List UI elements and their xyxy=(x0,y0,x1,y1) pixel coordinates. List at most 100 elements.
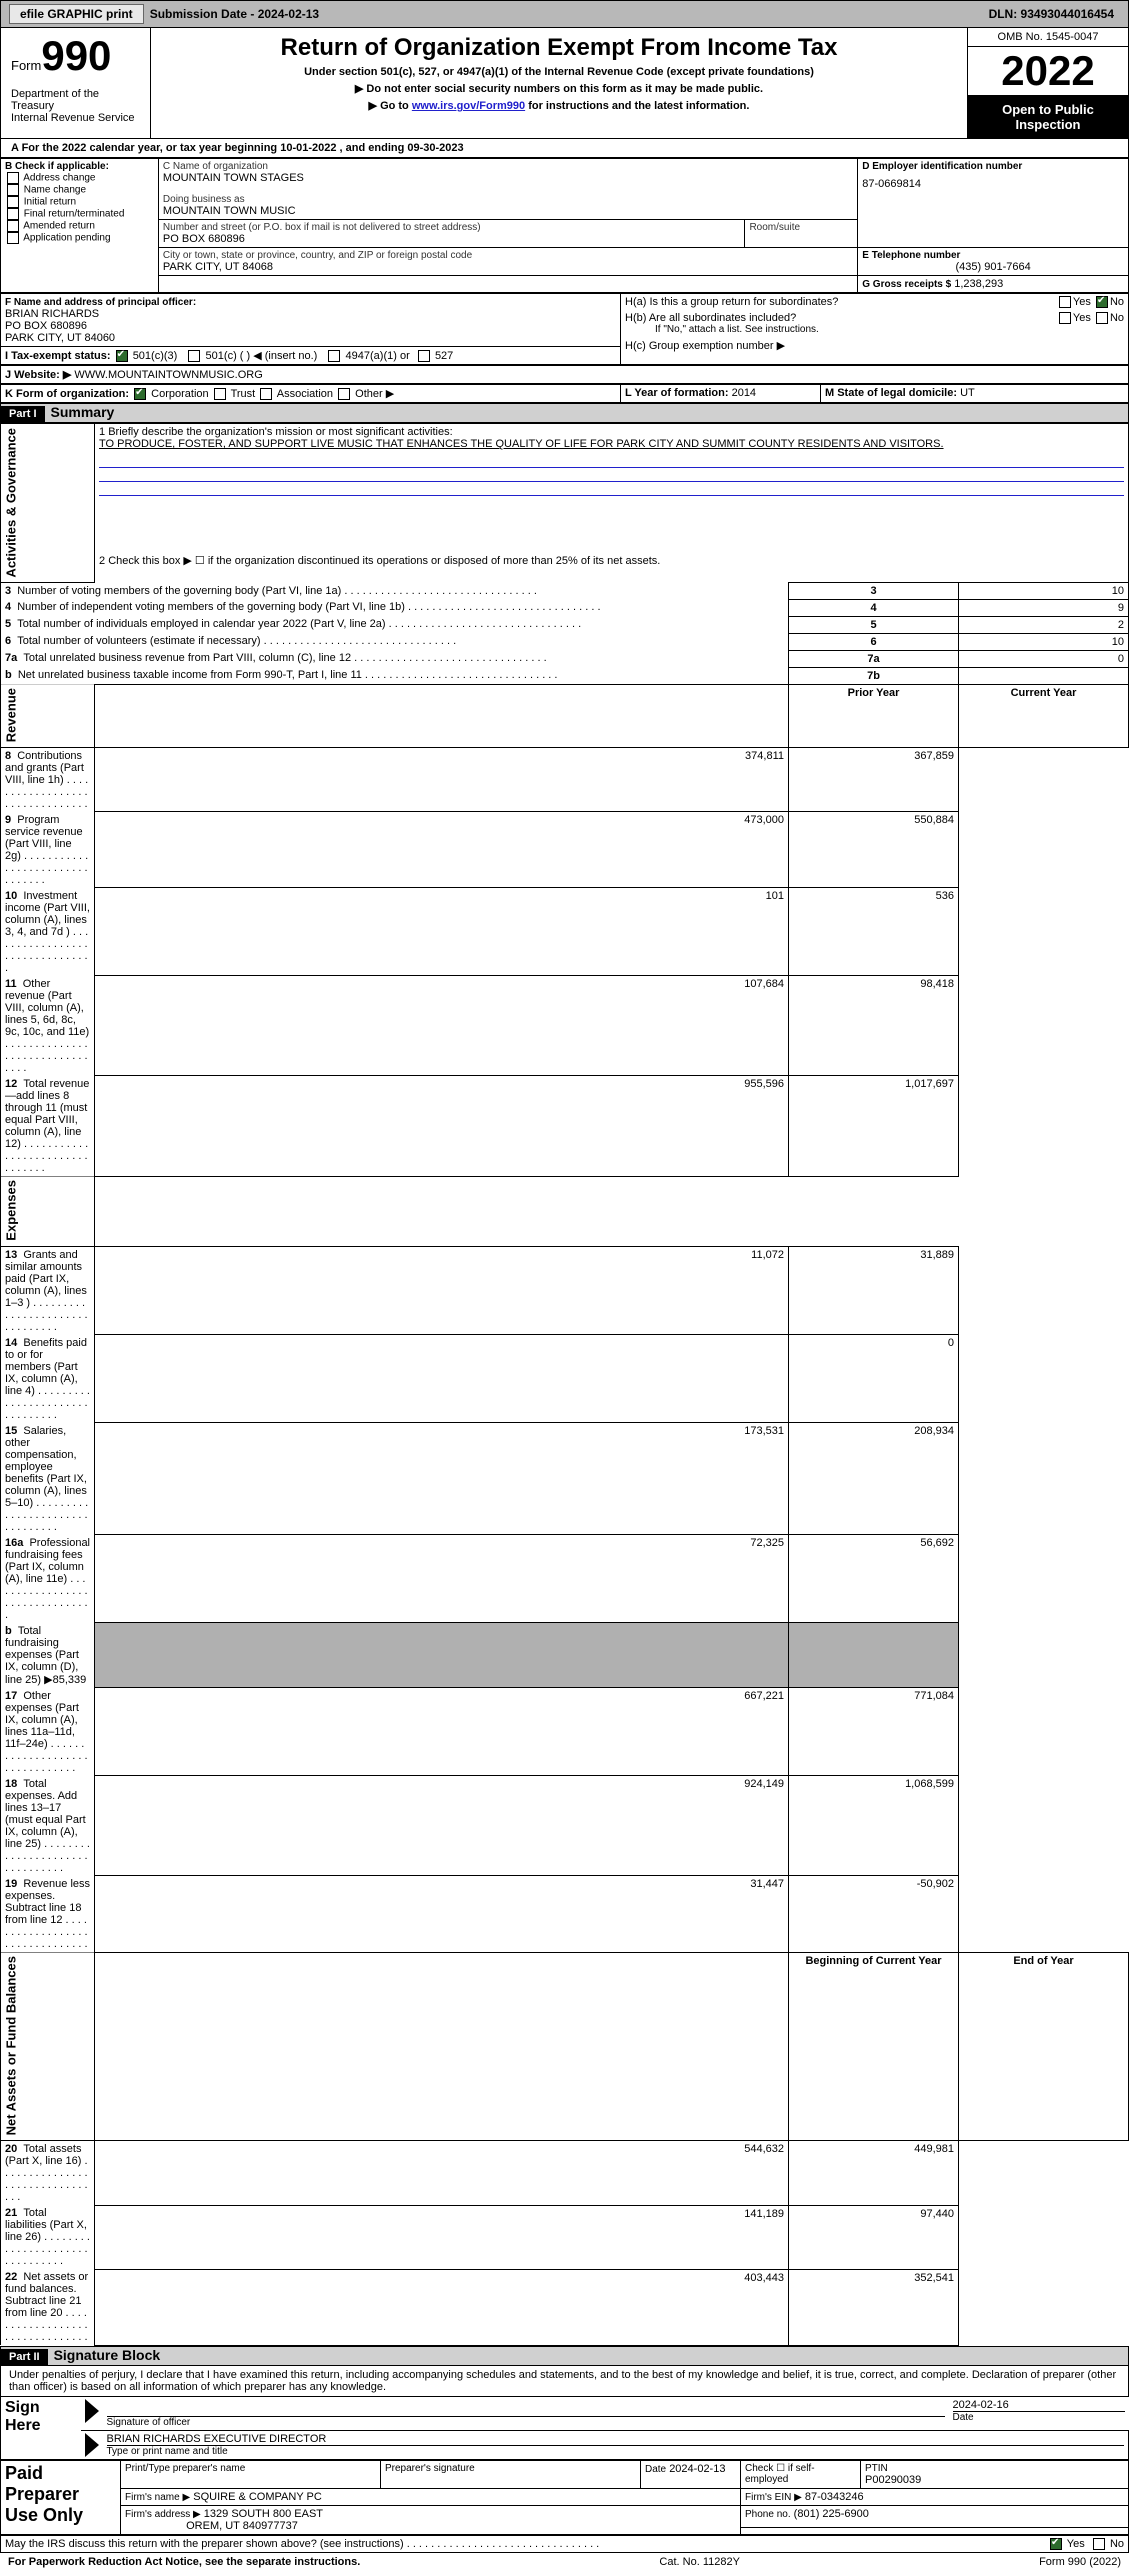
dba-label: Doing business as xyxy=(163,194,853,205)
officer-block: F Name and address of principal officer:… xyxy=(0,293,1129,365)
website-label: J Website: ▶ xyxy=(5,369,71,381)
page-footer: For Paperwork Reduction Act Notice, see … xyxy=(0,2552,1129,2571)
year-formation-label: L Year of formation: xyxy=(625,387,729,399)
sig-date-value: 2024-02-16 xyxy=(953,2399,1125,2411)
activities-governance-label: Activities & Governance xyxy=(1,424,95,583)
name-arrow-icon xyxy=(85,2433,99,2457)
corp-checkbox[interactable] xyxy=(134,388,146,400)
sign-here-block: Sign Here Signature of officer 2024-02-1… xyxy=(0,2396,1129,2460)
h-c: H(c) Group exemption number ▶ xyxy=(625,339,1124,352)
irs-link[interactable]: www.irs.gov/Form990 xyxy=(412,100,525,112)
paperwork-notice: For Paperwork Reduction Act Notice, see … xyxy=(8,2556,360,2568)
summary-row: 3 Number of voting members of the govern… xyxy=(1,582,1129,599)
street-label: Number and street (or P.O. box if mail i… xyxy=(163,222,741,233)
part-2-header: Part IISignature Block xyxy=(0,2346,1129,2366)
501c3-checkbox[interactable] xyxy=(116,350,128,362)
box-b-option[interactable]: Final return/terminated xyxy=(5,208,154,220)
summary-row: b Total fundraising expenses (Part IX, c… xyxy=(1,1623,1129,1688)
4947-checkbox[interactable] xyxy=(328,350,340,362)
firm-name-label: Firm's name ▶ xyxy=(125,2492,190,2503)
current-year-hdr: Current Year xyxy=(959,684,1129,747)
form-number: Form990 xyxy=(11,32,144,80)
summary-row: 19 Revenue less expenses. Subtract line … xyxy=(1,1876,1129,1953)
return-title: Return of Organization Exempt From Incom… xyxy=(157,34,961,62)
revenue-label: Revenue xyxy=(1,684,95,747)
city-value: PARK CITY, UT 84068 xyxy=(163,261,853,273)
hb-no-checkbox[interactable] xyxy=(1096,312,1108,324)
form-header: Form990 Department of the Treasury Inter… xyxy=(0,28,1129,138)
officer-label: F Name and address of principal officer: xyxy=(5,297,196,308)
summary-row: b Net unrelated business taxable income … xyxy=(1,667,1129,684)
trust-checkbox[interactable] xyxy=(214,388,226,400)
other-checkbox[interactable] xyxy=(338,388,350,400)
box-b-option[interactable]: Initial return xyxy=(5,196,154,208)
box-b-option[interactable]: Application pending xyxy=(5,232,154,244)
gross-receipts-label: G Gross receipts $ xyxy=(862,279,951,290)
line-2: 2 Check this box ▶ ☐ if the organization… xyxy=(95,552,1129,582)
dln-label: DLN: 93493044016454 xyxy=(989,7,1114,21)
mission-text: TO PRODUCE, FOSTER, AND SUPPORT LIVE MUS… xyxy=(99,438,1124,450)
self-employed-check[interactable]: Check ☐ if self-employed xyxy=(741,2460,861,2488)
hb-yes-checkbox[interactable] xyxy=(1059,312,1071,324)
signature-of-officer-label: Signature of officer xyxy=(107,2417,945,2428)
ha-yes-checkbox[interactable] xyxy=(1059,296,1071,308)
summary-row: 4 Number of independent voting members o… xyxy=(1,599,1129,616)
summary-row: 9 Program service revenue (Part VIII, li… xyxy=(1,812,1129,888)
firm-addr-1: 1329 SOUTH 800 EAST xyxy=(204,2508,323,2520)
subhead-1: Under section 501(c), 527, or 4947(a)(1)… xyxy=(157,66,961,78)
officer-printed-name: BRIAN RICHARDS EXECUTIVE DIRECTOR xyxy=(107,2433,1125,2446)
form-ref: Form 990 (2022) xyxy=(1039,2556,1121,2568)
expenses-label: Expenses xyxy=(1,1176,95,1246)
perjury-declaration: Under penalties of perjury, I declare th… xyxy=(0,2366,1129,2396)
h-a: H(a) Is this a group return for subordin… xyxy=(625,296,1124,308)
501c-checkbox[interactable] xyxy=(188,350,200,362)
box-b-label: B Check if applicable: xyxy=(5,161,154,172)
summary-row: 8 Contributions and grants (Part VIII, l… xyxy=(1,747,1129,812)
prep-name-label: Print/Type preparer's name xyxy=(125,2463,376,2474)
box-b-option[interactable]: Name change xyxy=(5,184,154,196)
signature-arrow-icon xyxy=(85,2399,99,2423)
identity-block: B Check if applicable: Address change Na… xyxy=(0,158,1129,293)
phone-label: E Telephone number xyxy=(862,250,1124,261)
discuss-row: May the IRS discuss this return with the… xyxy=(0,2535,1129,2552)
firm-phone-label: Phone no. xyxy=(745,2509,791,2520)
box-b-option[interactable]: Address change xyxy=(5,172,154,184)
sign-here-label: Sign Here xyxy=(1,2396,81,2459)
subhead-2: ▶ Do not enter social security numbers o… xyxy=(157,82,961,95)
domicile-label: M State of legal domicile: xyxy=(825,387,957,399)
officer-name: BRIAN RICHARDS xyxy=(5,308,99,320)
summary-row: 18 Total expenses. Add lines 13–17 (must… xyxy=(1,1776,1129,1876)
discuss-label: May the IRS discuss this return with the… xyxy=(5,2538,404,2550)
ha-no-checkbox[interactable] xyxy=(1096,296,1108,308)
discuss-yes-checkbox[interactable] xyxy=(1050,2538,1062,2550)
begin-year-hdr: Beginning of Current Year xyxy=(789,1952,959,2140)
catalog-number: Cat. No. 11282Y xyxy=(360,2556,1039,2568)
firm-addr-2: OREM, UT 840977737 xyxy=(186,2520,298,2532)
h-b: H(b) Are all subordinates included? Yes … xyxy=(625,312,1124,324)
prior-year-hdr: Prior Year xyxy=(789,684,959,747)
h-b-note: If "No," attach a list. See instructions… xyxy=(655,324,1124,335)
org-name-label: C Name of organization xyxy=(163,161,853,172)
summary-row: 13 Grants and similar amounts paid (Part… xyxy=(1,1246,1129,1335)
summary-row: 5 Total number of individuals employed i… xyxy=(1,616,1129,633)
summary-row: 21 Total liabilities (Part X, line 26)14… xyxy=(1,2205,1129,2269)
top-bar: efile GRAPHIC print Submission Date - 20… xyxy=(0,0,1129,28)
street-value: PO BOX 680896 xyxy=(163,233,741,245)
officer-addr2: PARK CITY, UT 84060 xyxy=(5,332,115,344)
prep-date-value: 2024-02-13 xyxy=(669,2463,725,2475)
assoc-checkbox[interactable] xyxy=(260,388,272,400)
firm-phone-value: (801) 225-6900 xyxy=(794,2508,869,2520)
submission-date-label: Submission Date - 2024-02-13 xyxy=(150,7,319,21)
ein-value: 87-0669814 xyxy=(862,178,1124,190)
firm-ein-value: 87-0343246 xyxy=(805,2491,864,2503)
part-1-header: Part ISummary xyxy=(0,403,1129,423)
527-checkbox[interactable] xyxy=(418,350,430,362)
discuss-no-checkbox[interactable] xyxy=(1093,2538,1105,2550)
open-to-public: Open to Public Inspection xyxy=(968,96,1128,138)
summary-row: 10 Investment income (Part VIII, column … xyxy=(1,888,1129,976)
box-b-option[interactable]: Amended return xyxy=(5,220,154,232)
firm-addr-label: Firm's address ▶ xyxy=(125,2509,201,2520)
efile-print-button[interactable]: efile GRAPHIC print xyxy=(9,4,144,24)
ein-label: D Employer identification number xyxy=(862,161,1124,172)
summary-row: 12 Total revenue—add lines 8 through 11 … xyxy=(1,1076,1129,1177)
